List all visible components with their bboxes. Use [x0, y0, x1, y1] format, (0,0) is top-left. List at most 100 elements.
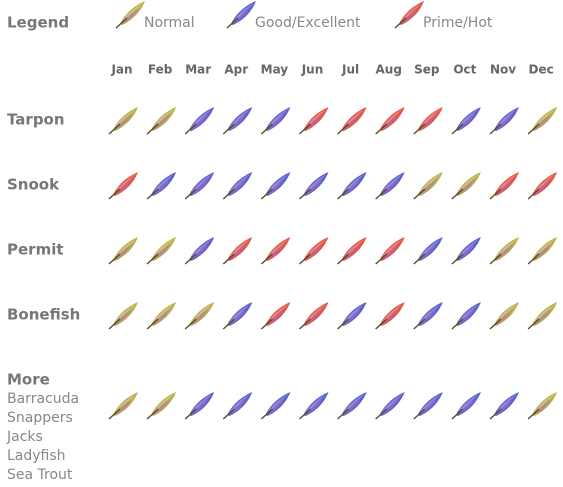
feather-stem — [413, 253, 426, 265]
feather-stem — [527, 123, 540, 135]
season-icon — [489, 172, 519, 200]
feather-stem — [375, 188, 388, 200]
feather-vane — [268, 394, 289, 412]
feather-vane — [420, 304, 441, 322]
month-label: Aug — [375, 63, 401, 77]
legend-label: Normal — [144, 15, 195, 31]
feather-stem — [527, 408, 540, 420]
season-icon — [108, 392, 138, 420]
feather-stem — [146, 123, 159, 135]
feather-vane — [458, 304, 479, 322]
season-icon — [413, 392, 443, 420]
feather-vane — [382, 394, 403, 412]
season-icon — [184, 237, 215, 265]
feather-stem — [451, 253, 464, 265]
feather-vane — [344, 394, 365, 412]
feather-vane — [116, 394, 136, 412]
season-icon — [299, 302, 329, 330]
feather-stem — [184, 408, 197, 420]
season-icon — [184, 172, 215, 200]
feather-vane — [420, 174, 441, 192]
feather-vane — [344, 304, 365, 322]
feather-vane — [535, 174, 556, 192]
feather-stem — [260, 408, 273, 420]
feather-stem — [146, 188, 159, 200]
feather-vane — [268, 174, 289, 192]
season-icon — [299, 237, 329, 265]
feather-vane — [192, 239, 213, 257]
feather-stem — [299, 318, 311, 330]
feather-vane — [420, 109, 441, 127]
season-icon — [527, 237, 558, 265]
feather-vane — [344, 174, 365, 192]
feather-vane — [116, 174, 136, 192]
row-label: Permit — [7, 241, 64, 259]
season-icon — [337, 392, 367, 420]
season-icon — [146, 172, 177, 200]
feather-stem — [451, 408, 464, 420]
feather-stem — [260, 318, 273, 330]
season-icon — [222, 302, 253, 330]
season-icon — [146, 237, 177, 265]
feather-vane — [306, 174, 327, 192]
feather-vane — [234, 3, 254, 21]
feather-vane — [382, 109, 403, 127]
feather-stem — [527, 253, 540, 265]
feather-stem — [337, 408, 350, 420]
season-icon — [108, 302, 138, 330]
feather-vane — [497, 174, 517, 192]
feather-stem — [489, 188, 502, 200]
feather-vane — [306, 304, 327, 322]
season-icon — [108, 107, 138, 135]
feather-vane — [230, 109, 251, 127]
feather-vane — [344, 239, 365, 257]
month-label: May — [261, 63, 289, 77]
season-icon — [260, 107, 291, 135]
row-sublabel: Jacks — [6, 429, 43, 445]
legend-icon — [115, 1, 145, 29]
season-icon — [413, 302, 443, 330]
feather-stem — [527, 188, 540, 200]
feather-stem — [413, 188, 426, 200]
feather-stem — [222, 188, 235, 200]
row-label: Bonefish — [7, 306, 80, 324]
feather-vane — [497, 304, 517, 322]
feather-stem — [115, 17, 128, 29]
feather-vane — [192, 174, 213, 192]
season-icon — [337, 172, 367, 200]
feather-stem — [260, 123, 273, 135]
season-icon — [299, 172, 329, 200]
feather-vane — [344, 109, 365, 127]
feather-vane — [154, 174, 175, 192]
feather-vane — [382, 239, 403, 257]
season-icon — [222, 237, 253, 265]
row-sublabel: Ladyfish — [7, 448, 66, 464]
row-sublabel: Barracuda — [7, 391, 79, 407]
season-icon — [451, 302, 481, 330]
season-icon — [489, 107, 519, 135]
month-label: Apr — [224, 63, 248, 77]
season-icon — [222, 392, 253, 420]
feather-stem — [146, 253, 159, 265]
feather-stem — [299, 188, 311, 200]
legend-icon — [226, 1, 256, 29]
season-icon — [489, 302, 519, 330]
season-icon — [413, 237, 443, 265]
season-icon — [337, 237, 367, 265]
feather-stem — [337, 318, 350, 330]
feather-stem — [489, 408, 502, 420]
feather-stem — [146, 318, 159, 330]
feather-stem — [108, 123, 121, 135]
feather-stem — [299, 408, 311, 420]
feather-stem — [375, 318, 388, 330]
feather-vane — [154, 109, 175, 127]
season-icon — [451, 392, 481, 420]
feather-vane — [535, 304, 556, 322]
feather-stem — [260, 188, 273, 200]
month-label: Feb — [148, 63, 173, 77]
feather-vane — [306, 109, 327, 127]
feather-stem — [108, 253, 121, 265]
feather-vane — [116, 109, 136, 127]
feather-stem — [226, 17, 239, 29]
